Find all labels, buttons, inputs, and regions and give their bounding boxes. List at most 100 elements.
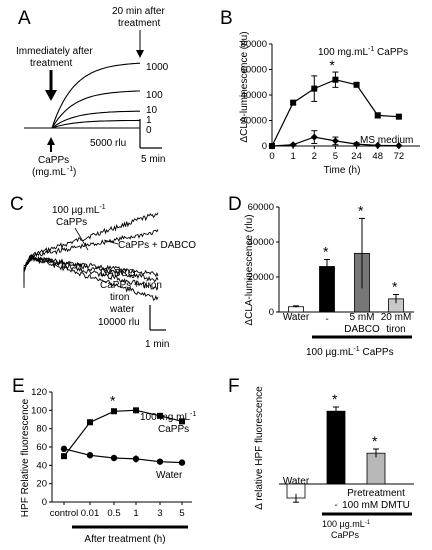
e-ytick-label: 40 <box>36 460 47 471</box>
b-legend-capps: 100 mg.mL-1 CaPPs <box>318 46 408 58</box>
a-label-10: 10 <box>146 105 158 116</box>
b-ytick-label: 60000 <box>241 65 267 76</box>
e-xtick-label: control <box>50 508 79 519</box>
a-annotation-units-close: ) <box>73 167 76 178</box>
c-trace <box>23 229 159 284</box>
b-point <box>289 141 297 149</box>
f-group-label-1: 100 µg.mL-1 <box>322 519 371 529</box>
e-legend-capps-1: 100 mg.mL-1 <box>140 411 196 423</box>
b-ytick-label: 40000 <box>241 90 267 101</box>
panel-b-plot: * <box>268 57 403 150</box>
a-annotation-immediately: Immediately after <box>16 46 93 57</box>
a-label-100: 100 <box>146 90 163 101</box>
e-ytick-label: 100 <box>31 405 47 416</box>
b-point <box>310 133 318 141</box>
e-point <box>133 407 139 414</box>
b-point <box>353 140 361 148</box>
a-label-1000: 1000 <box>146 62 169 73</box>
f-significance: * <box>372 433 378 449</box>
panel-label-b: B <box>220 8 233 29</box>
d-significance: * <box>358 202 364 218</box>
panel-c: C 100 µg.mL-1 CaPPs CaPPs + DABCO DABCO … <box>10 194 196 350</box>
c-trace <box>23 256 159 291</box>
c-pointer-dabco-mix <box>103 239 119 245</box>
panel-label-d: D <box>228 194 242 215</box>
d-ylabel: ΔCLA-luminescence (rlu) <box>244 214 255 325</box>
panel-d-plot: * * * <box>288 202 404 313</box>
b-point <box>353 81 360 88</box>
a-arrowhead-20min <box>136 50 144 58</box>
panel-f-plot: ** <box>286 391 386 503</box>
b-point <box>268 142 276 150</box>
d-ytick-label: 0 <box>269 307 274 318</box>
d-cat-water: Water <box>283 312 310 323</box>
f-group-label-2: CaPPs <box>331 530 360 540</box>
d-cat-tiron-2: tiron <box>386 324 405 335</box>
e-point <box>156 458 164 465</box>
b-ytick-label: 20000 <box>241 116 267 127</box>
c-label-dabco: DABCO <box>100 268 136 279</box>
f-cat-dmtu-1: Pretreatment <box>347 488 405 499</box>
d-significance: * <box>392 279 398 295</box>
c-label-tiron: tiron <box>110 292 129 303</box>
e-point <box>86 452 94 459</box>
c-trace <box>23 255 159 301</box>
a-annotation-units-exp: -1 <box>67 166 73 173</box>
c-label-capps: 100 µg.mL-1 <box>52 204 106 216</box>
e-ytick-label: 80 <box>36 424 47 435</box>
b-point <box>332 76 339 83</box>
e-xtick-label: 3 <box>157 508 162 519</box>
c-label-water: water <box>109 304 135 315</box>
c-label-tiron-mix: CaPPs + tiron <box>100 280 162 291</box>
b-point <box>290 99 297 106</box>
panel-label-c: C <box>10 194 24 215</box>
a-trace-100 <box>24 90 140 129</box>
b-point <box>331 137 339 145</box>
b-xtick-label: 2 <box>312 151 317 162</box>
e-point <box>179 418 185 425</box>
c-label-capps-2: CaPPs <box>56 217 87 228</box>
panel-d: D 0 20000 40000 60000 * * * ΔCLA-luminescence… <box>228 194 414 358</box>
a-arrowhead-immediate <box>45 90 57 101</box>
e-xtick-label: 0.01 <box>81 508 100 519</box>
e-point <box>110 454 118 462</box>
e-ylabel: HPF Relative fluorescence <box>20 398 31 517</box>
f-ylabel: Δ relative HPF fluorescence <box>254 386 265 510</box>
e-ytick-label: 120 <box>31 387 47 398</box>
c-trace <box>23 212 159 288</box>
a-arrowhead-capps <box>47 137 55 145</box>
a-annotation-treatment-1: treatment <box>30 58 72 69</box>
e-ytick-label: 0 <box>42 497 47 508</box>
e-xlabel: After treatment (h) <box>84 534 165 545</box>
e-series-line <box>63 448 183 464</box>
d-cat-none: - <box>325 314 328 325</box>
a-label-1: 1 <box>146 115 152 126</box>
a-trace-1 <box>24 119 140 129</box>
e-point <box>157 412 163 419</box>
b-ytick-label: 80000 <box>241 39 267 50</box>
b-xtick-label: 0 <box>269 151 274 162</box>
b-point <box>395 142 403 150</box>
a-trace-1000 <box>24 62 141 129</box>
a-annotation-capps: CaPPs <box>38 155 69 166</box>
e-xtick-label: 1 <box>133 508 138 519</box>
c-label-dabco-mix: CaPPs + DABCO <box>118 240 196 251</box>
a-label-0: 0 <box>146 125 152 136</box>
e-point <box>60 445 68 453</box>
e-series-line <box>63 409 183 457</box>
e-legend-capps-2: CaPPs <box>158 424 189 435</box>
b-xtick-label: 5 <box>333 151 338 162</box>
b-legend-ms: MS medium <box>360 135 413 146</box>
panel-label-e: E <box>12 376 25 397</box>
panel-label-a: A <box>18 8 31 29</box>
a-trace-10 <box>24 110 140 129</box>
panel-label-f: F <box>228 376 240 397</box>
d-cat-dabco-2: DABCO <box>344 324 380 335</box>
f-bar <box>326 410 346 485</box>
a-scale-rlu: 5000 rlu <box>90 138 126 149</box>
b-point <box>395 113 402 120</box>
e-point <box>178 459 186 466</box>
b-point <box>374 141 382 149</box>
f-cat-water: Water <box>283 476 310 487</box>
e-point <box>87 419 93 426</box>
